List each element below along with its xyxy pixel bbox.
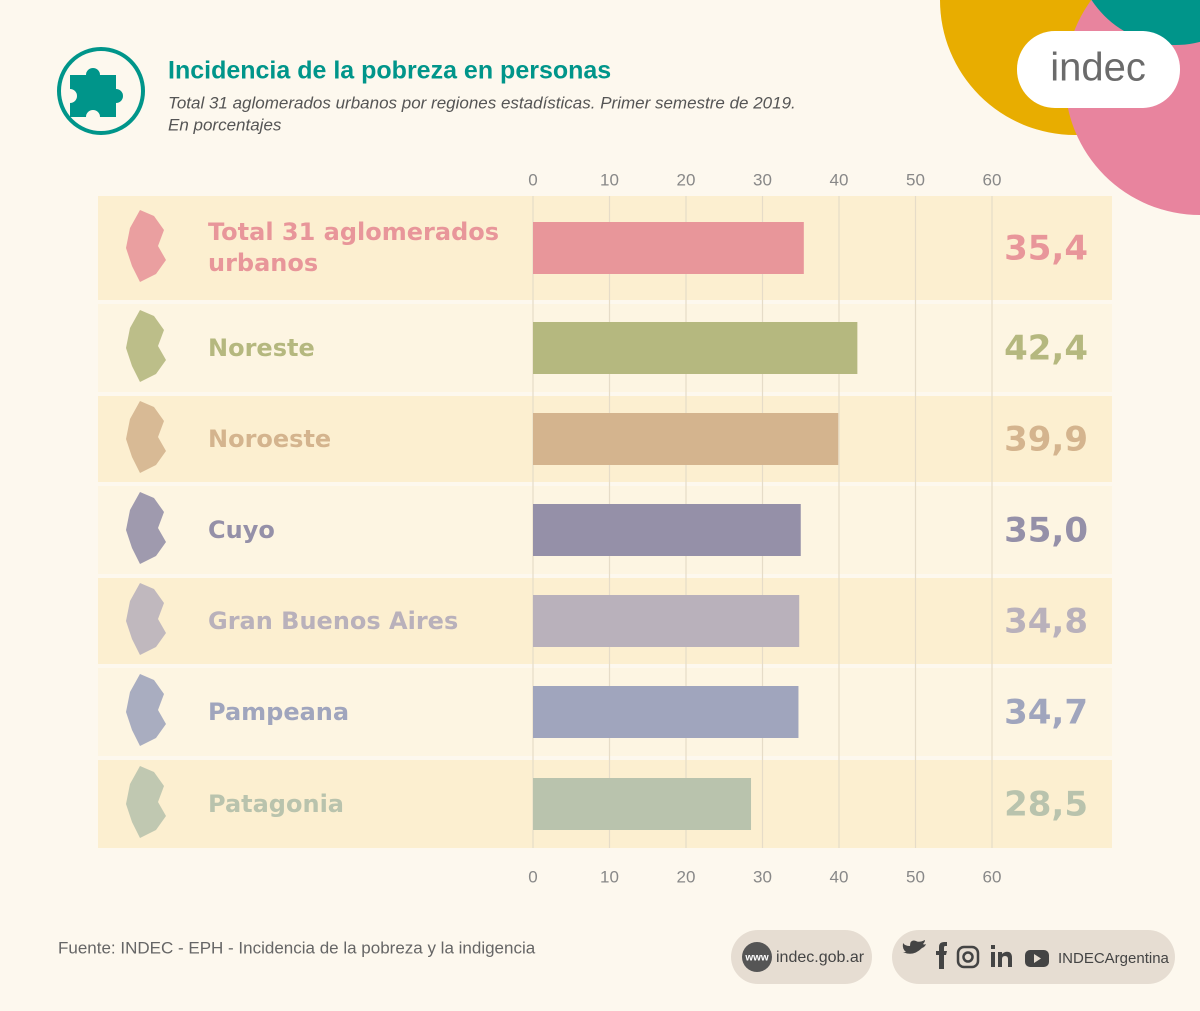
bar: [533, 778, 752, 830]
x-tick-label: 0: [528, 867, 537, 886]
x-tick-label: 40: [830, 867, 849, 886]
x-tick-label: 10: [600, 170, 619, 189]
logo: indec: [1050, 46, 1146, 90]
region-map: [126, 492, 166, 564]
x-tick-label: 60: [983, 170, 1002, 189]
category-label-box: Patagonia: [208, 789, 344, 818]
bar: [533, 222, 804, 274]
x-tick-label: 60: [983, 867, 1002, 886]
category-label: Patagonia: [208, 789, 344, 818]
chart-title: Incidencia de la pobreza en personas: [168, 57, 611, 85]
x-tick-label: 50: [906, 170, 925, 189]
web-pill[interactable]: [731, 930, 872, 984]
category-label-box: Gran Buenos Aires: [208, 606, 459, 635]
value-label: 28,5: [1004, 785, 1088, 825]
x-tick-label: 20: [677, 867, 696, 886]
bar: [533, 504, 801, 556]
website[interactable]: indec.gob.ar: [776, 949, 865, 966]
x-tick-label: 20: [677, 170, 696, 189]
value-label: 42,4: [1004, 329, 1088, 369]
puzzle-icon: [70, 68, 123, 117]
x-tick-label: 50: [906, 867, 925, 886]
category-label: Pampeana: [208, 697, 350, 726]
linkedin-icon[interactable]: [991, 945, 1012, 967]
bar: [533, 686, 799, 738]
subtitle: Total 31 aglomerados urbanos por regione…: [168, 93, 796, 112]
decor-teal: [1091, 0, 1200, 45]
region-map: [126, 310, 166, 382]
region-map: [126, 766, 166, 838]
category-label: Noroeste: [208, 424, 332, 453]
bar: [533, 322, 858, 374]
rows: [98, 196, 1112, 848]
value-label: 39,9: [1004, 420, 1088, 460]
category-label-box: Noroeste: [208, 424, 332, 453]
bar: [533, 595, 800, 647]
x-tick-label: 0: [528, 170, 537, 189]
grid: 0 0 10 10 20 20 30 30 40 40 50 50 60 60: [528, 170, 1001, 886]
region-map: [126, 674, 166, 746]
value-label: 34,7: [1004, 693, 1088, 733]
category-label-box: Noreste: [208, 333, 315, 362]
marks: Total 31 aglomerados urbanos 35,4 Noreste 4…: [126, 210, 1088, 838]
region-map: [126, 210, 166, 282]
category-label: Noreste: [208, 333, 315, 362]
value-label: 35,0: [1004, 511, 1088, 551]
youtube-play: [1034, 954, 1041, 963]
category-label: Gran Buenos Aires: [208, 606, 459, 635]
region-map: [126, 583, 166, 655]
subtitle: En porcentajes: [168, 115, 282, 134]
category-label-box: Total 31 aglomerados urbanos: [208, 218, 500, 277]
bar: [533, 413, 839, 465]
category-label: Cuyo: [208, 515, 275, 544]
instagram-lens: [962, 951, 974, 963]
instagram-icon[interactable]: [956, 945, 980, 969]
x-tick-label: 30: [753, 170, 772, 189]
value-label: 34,8: [1004, 602, 1088, 642]
web-icon-bg: [742, 942, 772, 972]
icon-ring: [57, 47, 145, 135]
x-tick-label: 10: [600, 867, 619, 886]
x-tick-label: 40: [830, 170, 849, 189]
facebook-icon[interactable]: [936, 942, 947, 969]
category-label: Total 31 aglomerados urbanos: [208, 218, 500, 277]
value-label: 35,4: [1004, 229, 1088, 269]
source: Fuente: INDEC - EPH - Incidencia de la p…: [58, 938, 536, 957]
logo-pill: [1017, 31, 1180, 108]
category-label-box: Cuyo: [208, 515, 275, 544]
web-icon: www: [744, 953, 769, 964]
social-handle[interactable]: INDECArgentina: [1058, 950, 1170, 967]
twitter-icon[interactable]: [902, 940, 926, 954]
region-map: [126, 401, 166, 473]
x-tick-label: 30: [753, 867, 772, 886]
category-label-box: Pampeana: [208, 697, 350, 726]
